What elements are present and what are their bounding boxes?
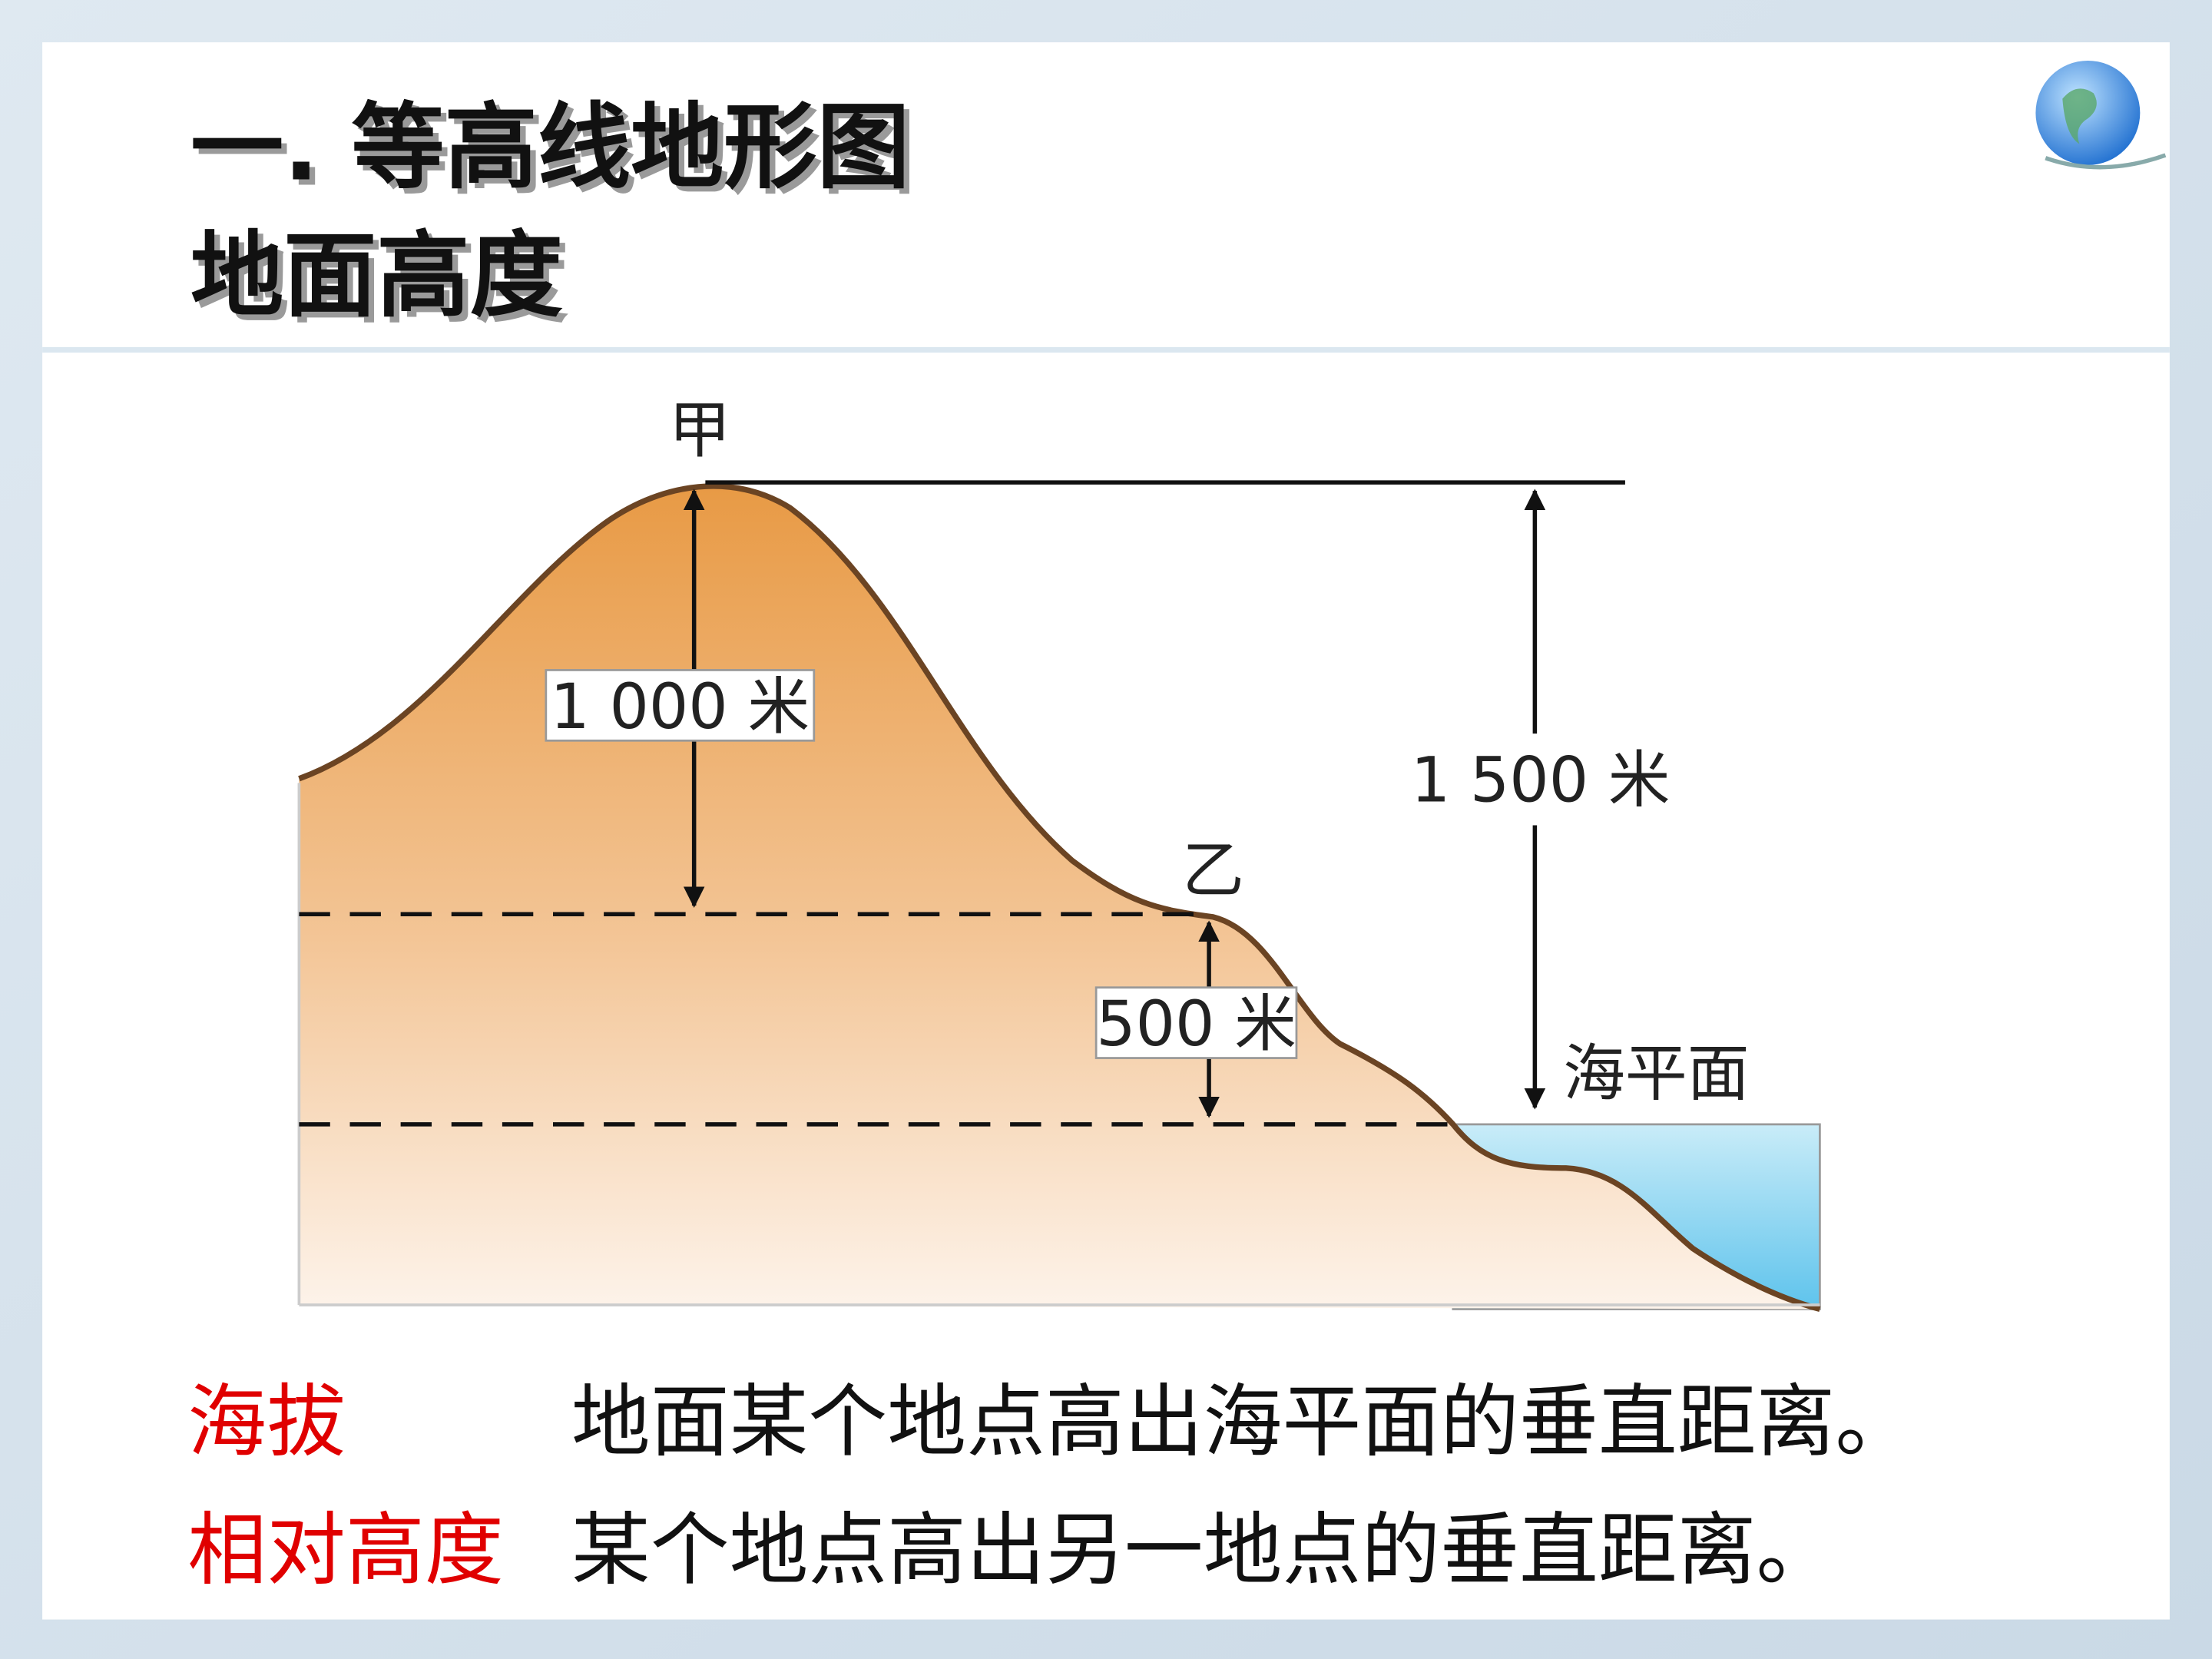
title: 一. 等高线地形图 [190,92,910,201]
peak-label: 甲 [669,395,731,467]
terrain-diagram: 甲 乙 1 000 米 500 米 1 500 米 海平面 [297,395,1821,1313]
subtitle-shadow: 地面高度 [196,227,568,336]
term: 海拔 [187,1376,346,1468]
definition: 某个地点高出另一地点的垂直距离。 [571,1505,1836,1596]
subtitle: 地面高度 [190,220,563,329]
title-shadow: 一. 等高线地形图 [196,98,916,207]
definition: 地面某个地点高出海平面的垂直距离。 [571,1376,1914,1468]
height-label: 500 米 [1096,988,1296,1061]
sea-level-label: 海平面 [1563,1038,1749,1110]
globe-icon [2035,60,2167,170]
height-label: 1 500 米 [1411,744,1671,816]
label-box [545,669,816,742]
saddle-label: 乙 [1182,835,1244,907]
label-box [1094,986,1298,1059]
term: 相对高度 [187,1505,503,1596]
terrain-outline [298,483,1821,1313]
height-label: 1 000 米 [550,671,810,743]
